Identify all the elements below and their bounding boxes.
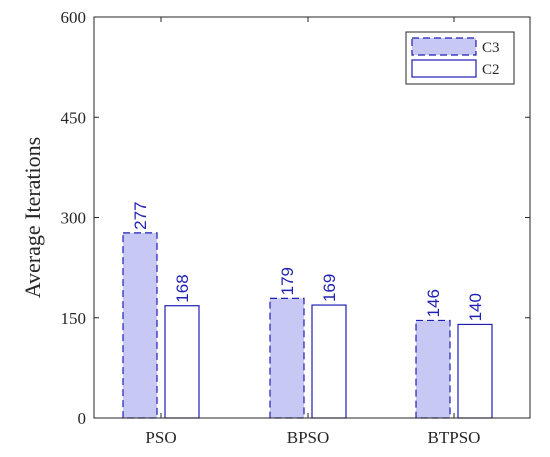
y-tick-label: 600: [61, 8, 87, 27]
bar-c3-pso: [122, 232, 158, 419]
y-tick-label: 150: [61, 309, 87, 328]
bar-c2-pso: [164, 305, 200, 419]
data-labels: 277 168 179 169 146 140: [131, 201, 485, 321]
data-label: 179: [278, 267, 297, 295]
data-label: 169: [320, 274, 339, 302]
x-tick-label: BTPSO: [428, 428, 481, 447]
x-tick-label: PSO: [145, 428, 176, 447]
bar-c2-bpso: [311, 304, 347, 419]
data-label: 277: [131, 201, 150, 229]
x-axis-ticks: PSO BPSO BTPSO: [145, 17, 480, 447]
x-tick-label: BPSO: [287, 428, 330, 447]
y-axis-label: Average Iterations: [20, 137, 45, 298]
data-label: 140: [466, 293, 485, 321]
bar-c3-bpso: [269, 297, 305, 419]
legend-label-c2: C2: [482, 62, 500, 78]
y-tick-label: 300: [61, 209, 87, 228]
bar-c3-btpso: [415, 319, 451, 419]
axes-frame: [93, 16, 531, 419]
data-label: 146: [424, 289, 443, 317]
data-label: 168: [173, 274, 192, 302]
bar-c2-btpso: [457, 323, 493, 419]
y-tick-label: 0: [78, 409, 87, 428]
legend-label-c3: C3: [482, 40, 500, 56]
y-axis-ticks: 0 150 300 450 600: [61, 8, 530, 428]
legend-swatch-c3: [411, 37, 477, 56]
bars: [122, 232, 493, 419]
legend-swatch-c2: [411, 59, 477, 78]
y-tick-label: 450: [61, 108, 87, 127]
